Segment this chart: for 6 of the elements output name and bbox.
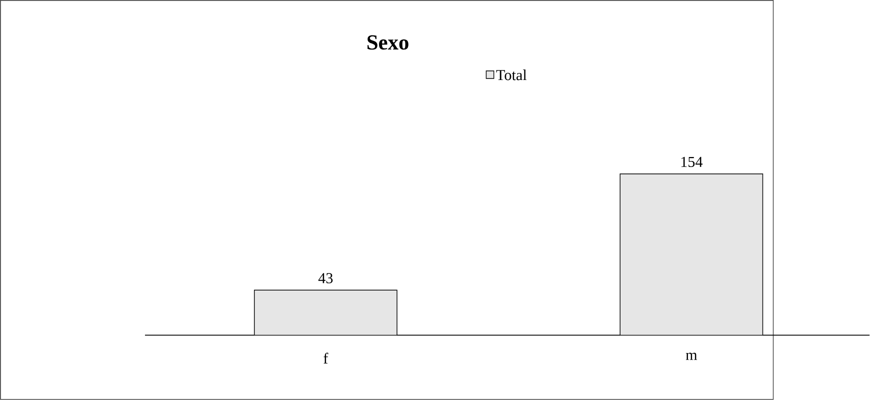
data-label: 43 bbox=[318, 273, 333, 284]
chart-title: Sexo bbox=[368, 35, 408, 50]
legend-label: Total bbox=[496, 70, 527, 80]
x-tick-label: f bbox=[324, 352, 328, 364]
x-tick-label: m bbox=[686, 352, 698, 360]
data-label: 154 bbox=[681, 156, 703, 168]
